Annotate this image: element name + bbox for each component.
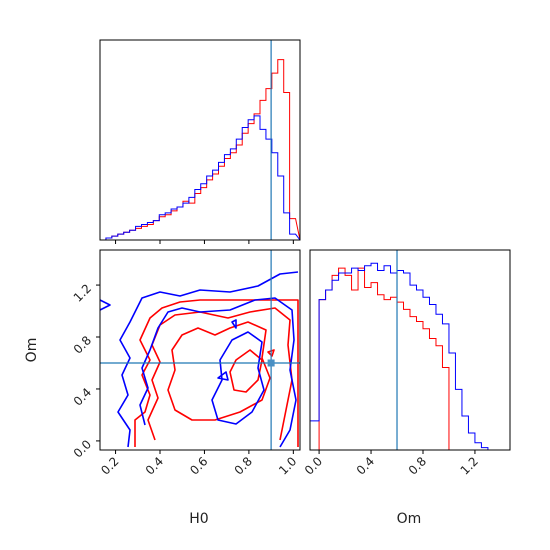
h0-tick-label-3: 0.6 xyxy=(187,454,210,477)
joint-contour-red-4 xyxy=(229,349,263,393)
joint-contour-blue-3 xyxy=(139,297,297,448)
h0-tick-label-1: 0.2 xyxy=(98,454,121,477)
joint-contour-red-3 xyxy=(167,321,271,421)
h0-tick-label-2: 0.4 xyxy=(143,454,166,477)
om-tick-label-4: 1.2 xyxy=(458,454,481,477)
om-y-tick-label-1: 0.0 xyxy=(71,437,94,460)
axis-labels-and-ticks: 0.2 0.4 0.6 0.8 1.00.00.40.81.20.0 0.4 0.8 1.2 xyxy=(71,281,481,477)
joint-h0-om-panel xyxy=(96,249,301,454)
joint-contour-blue-4 xyxy=(211,331,265,425)
x-axis-title-om: Om xyxy=(397,511,422,527)
h0-tick-label-5: 1.0 xyxy=(276,454,299,477)
x-axis-title-h0: H0 xyxy=(189,511,208,527)
om-tick-label-1: 0.0 xyxy=(302,454,325,477)
h0-tick-label-4: 0.8 xyxy=(232,454,255,477)
marginal-h0-panel xyxy=(99,39,301,244)
joint-contour-blue-5 xyxy=(217,371,229,381)
marginal-om-panel xyxy=(309,249,511,454)
joint-contour-blue-1 xyxy=(99,299,111,311)
om-y-tick-label-3: 0.8 xyxy=(71,333,94,356)
om-histogram-series-1 xyxy=(310,267,510,451)
om-tick-label-2: 0.4 xyxy=(354,454,377,477)
h0-marginal-frame xyxy=(99,39,301,241)
h0-histogram-series-1 xyxy=(100,59,301,241)
om-histogram-series-2 xyxy=(309,262,510,451)
om-y-tick-label-2: 0.4 xyxy=(71,385,94,408)
y-axis-title-om: Om xyxy=(24,338,40,363)
joint-contour-blue-2 xyxy=(117,271,299,448)
om-marginal-frame xyxy=(309,249,511,451)
joint-frame xyxy=(99,249,301,451)
joint-contour-red-1 xyxy=(134,299,299,447)
joint-contour-blue-6 xyxy=(231,319,237,329)
joint-truth-marker xyxy=(267,359,275,367)
om-tick-label-3: 0.8 xyxy=(406,454,429,477)
h0-histogram-series-2 xyxy=(100,115,301,241)
om-y-tick-label-4: 1.2 xyxy=(71,281,94,304)
